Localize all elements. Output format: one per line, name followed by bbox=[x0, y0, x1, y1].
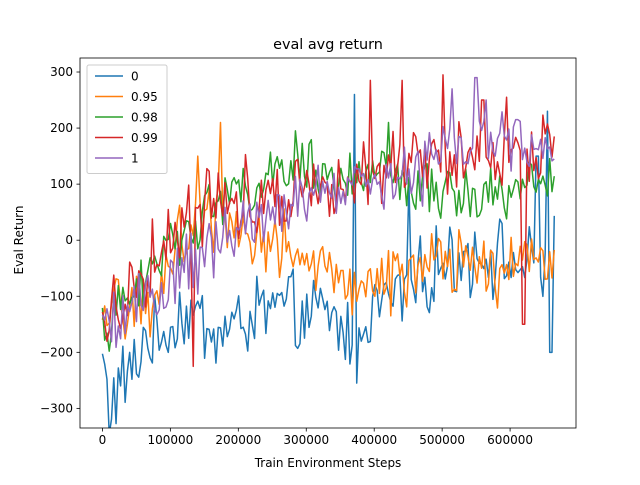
x-tick-label: 200000 bbox=[215, 433, 261, 447]
x-tick-label: 600000 bbox=[487, 433, 533, 447]
legend: 0 0.95 0.98 0.99 1 bbox=[86, 64, 168, 174]
y-tick-label: 200 bbox=[50, 121, 73, 135]
axes-frame bbox=[79, 57, 577, 429]
legend-label-0.98: 0.98 bbox=[131, 111, 158, 125]
legend-label-0.95: 0.95 bbox=[131, 90, 158, 104]
y-axis-label: Eval Return bbox=[12, 205, 26, 274]
y-tick-label: 100 bbox=[50, 177, 73, 191]
legend-label-1: 1 bbox=[131, 152, 139, 166]
axes: 0 100000 200000 300000 400000 500000 600000 −30… bbox=[40, 57, 577, 447]
chart-title: eval avg return bbox=[273, 37, 383, 53]
x-tick-label: 0 bbox=[99, 433, 107, 447]
x-axis-label: Train Environment Steps bbox=[254, 456, 402, 470]
x-tick-label: 400000 bbox=[351, 433, 397, 447]
y-tick-label: −200 bbox=[40, 345, 73, 359]
x-tick-label: 300000 bbox=[283, 433, 329, 447]
series-line-0.95 bbox=[101, 121, 556, 340]
x-tick-label: 500000 bbox=[419, 433, 465, 447]
legend-label-0.99: 0.99 bbox=[131, 131, 158, 145]
plot-area bbox=[101, 74, 556, 428]
series-line-0.99 bbox=[101, 74, 556, 368]
legend-label-0: 0 bbox=[131, 70, 139, 84]
series-line-1 bbox=[101, 76, 555, 349]
y-tick-label: −100 bbox=[40, 289, 73, 303]
y-tick-label: 0 bbox=[65, 233, 73, 247]
x-tick-label: 100000 bbox=[147, 433, 193, 447]
y-tick-label: 300 bbox=[50, 65, 73, 79]
y-tick-label: −300 bbox=[40, 401, 73, 415]
legend-box bbox=[86, 64, 168, 174]
